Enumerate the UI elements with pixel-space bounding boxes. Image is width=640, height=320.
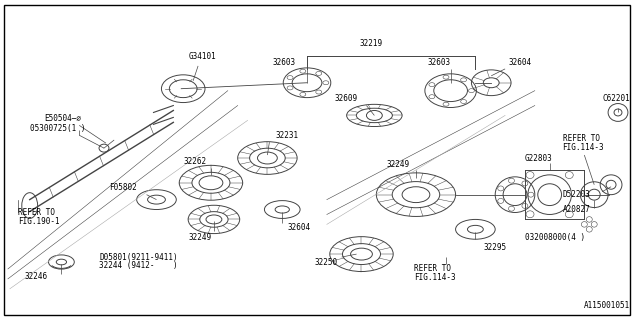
Text: FIG.190-1: FIG.190-1	[18, 217, 60, 226]
Text: 32604: 32604	[287, 223, 310, 232]
Text: 32603: 32603	[273, 59, 296, 68]
Text: G22803: G22803	[525, 154, 553, 163]
Text: 32603: 32603	[428, 59, 451, 68]
Text: 32604: 32604	[508, 59, 531, 68]
Text: C62201: C62201	[602, 94, 630, 103]
Text: 32262: 32262	[183, 157, 206, 166]
Text: 05300725(1 ): 05300725(1 )	[29, 124, 85, 133]
Text: 32609: 32609	[335, 94, 358, 103]
Text: 32250: 32250	[315, 258, 338, 267]
Text: FIG.114-3: FIG.114-3	[414, 273, 456, 282]
Text: 32219: 32219	[360, 39, 383, 48]
Text: REFER TO: REFER TO	[563, 134, 600, 143]
Text: 32295: 32295	[483, 243, 506, 252]
Text: 032008000(4 ): 032008000(4 )	[525, 233, 585, 242]
Text: G34101: G34101	[188, 52, 216, 60]
Text: 32249: 32249	[188, 233, 211, 242]
Text: A20827: A20827	[563, 205, 590, 214]
Text: D52203: D52203	[563, 190, 590, 199]
Text: FIG.114-3: FIG.114-3	[563, 143, 604, 152]
Text: REFER TO: REFER TO	[18, 208, 55, 217]
Text: REFER TO: REFER TO	[414, 264, 451, 274]
Text: F05802: F05802	[109, 183, 137, 192]
Text: 32244 (9412-    ): 32244 (9412- )	[99, 261, 178, 270]
Text: D05801(9211-9411): D05801(9211-9411)	[99, 252, 178, 261]
Text: A115001051: A115001051	[584, 301, 630, 310]
Text: 32246: 32246	[25, 272, 48, 281]
Text: 32231: 32231	[275, 131, 298, 140]
Text: 32249: 32249	[387, 160, 410, 170]
Text: E50504—∅: E50504—∅	[45, 114, 81, 123]
